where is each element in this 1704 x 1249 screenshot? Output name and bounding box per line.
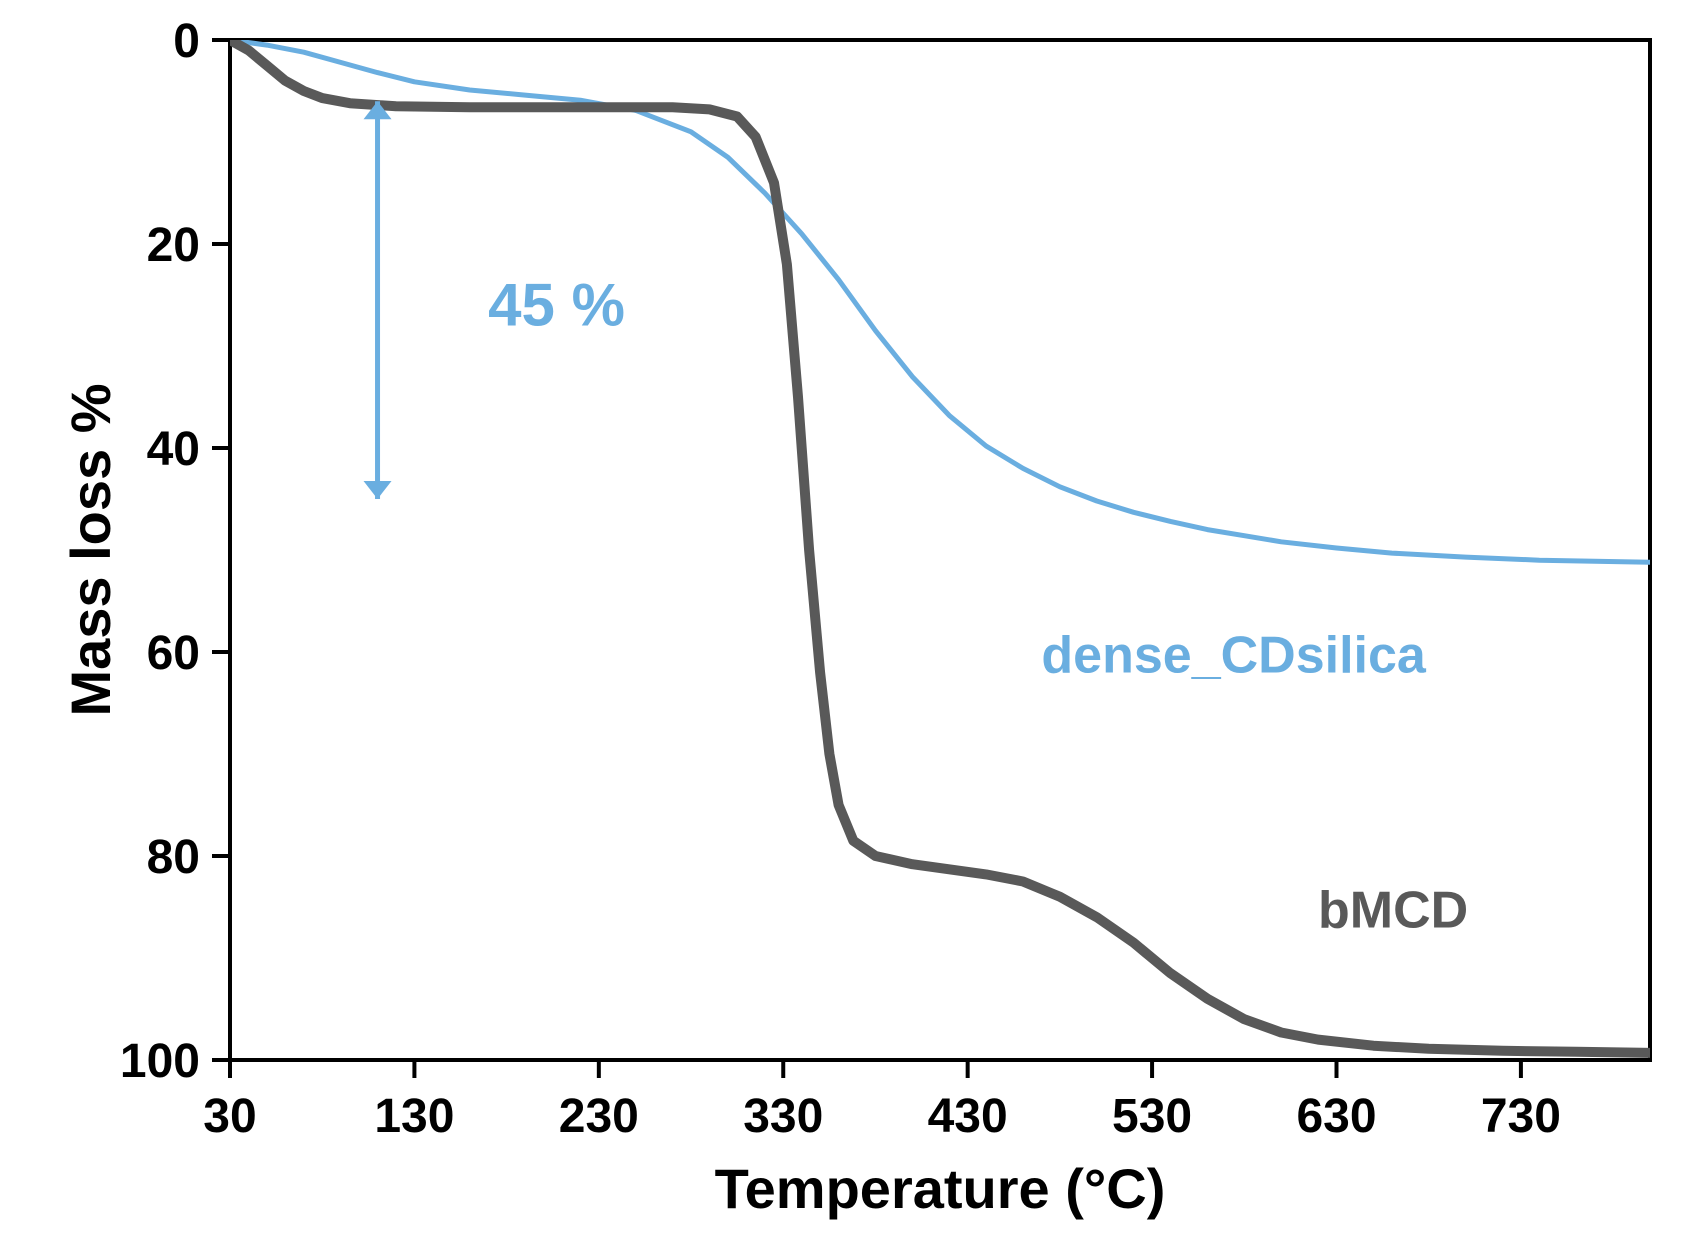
x-tick-label: 730 <box>1481 1090 1561 1143</box>
series-label-dense_CDsilica: dense_CDsilica <box>1041 626 1426 684</box>
tga-chart: 30 130 230 330 430 530 630 730 Temperature (°C) 0… <box>0 0 1704 1249</box>
x-tick-label: 30 <box>203 1090 256 1143</box>
x-tick-label: 330 <box>743 1090 823 1143</box>
y-tick-label: 20 <box>147 219 200 272</box>
annotation-text: 45 % <box>488 272 625 339</box>
y-axis-label: Mass loss % <box>59 383 122 716</box>
x-tick-label: 430 <box>928 1090 1008 1143</box>
x-tick-label: 530 <box>1112 1090 1192 1143</box>
x-tick-label: 630 <box>1296 1090 1376 1143</box>
y-tick-label: 0 <box>173 15 200 68</box>
x-tick-label: 230 <box>559 1090 639 1143</box>
y-tick-label: 80 <box>147 831 200 884</box>
x-axis-label: Temperature (°C) <box>715 1157 1166 1220</box>
series-label-bMCD: bMCD <box>1318 881 1468 939</box>
y-tick-label: 40 <box>147 423 200 476</box>
y-tick-label: 100 <box>120 1035 200 1088</box>
y-tick-label: 60 <box>147 627 200 680</box>
chart-svg: 30 130 230 330 430 530 630 730 Temperature (°C) 0… <box>0 0 1704 1249</box>
x-tick-label: 130 <box>374 1090 454 1143</box>
